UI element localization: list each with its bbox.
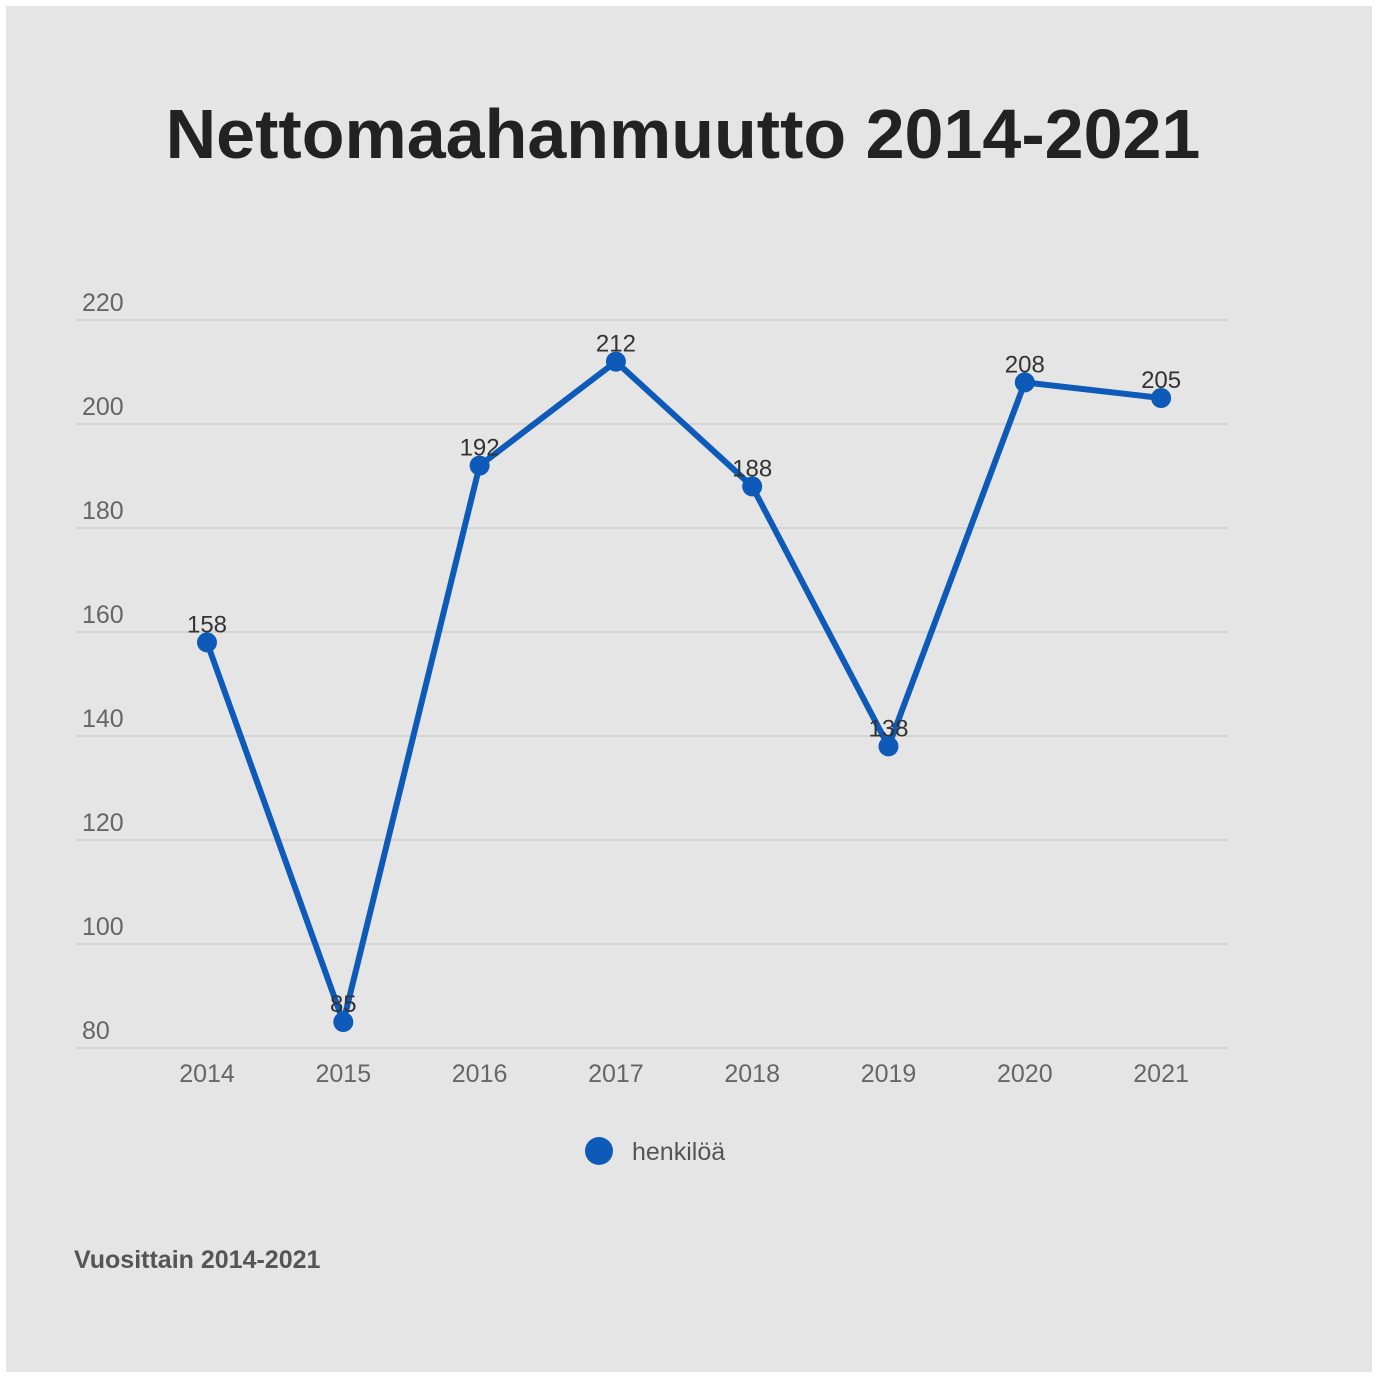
data-label: 138 bbox=[868, 715, 908, 742]
y-tick-label: 220 bbox=[82, 289, 124, 317]
data-label: 208 bbox=[1005, 351, 1045, 378]
data-labels: 158 85 192 212 188 138 208 205 bbox=[187, 331, 1181, 1018]
legend: henkilöä bbox=[585, 1137, 725, 1166]
x-tick-label: 2020 bbox=[997, 1060, 1053, 1088]
data-label: 212 bbox=[596, 331, 636, 358]
chart-title: Nettomaahanmuutto 2014-2021 bbox=[166, 95, 1201, 173]
data-point bbox=[742, 476, 763, 497]
legend-marker bbox=[585, 1137, 613, 1165]
data-point bbox=[878, 736, 899, 757]
x-tick-label: 2016 bbox=[452, 1060, 508, 1088]
line-chart: Nettomaahanmuutto 2014-2021 80 100 120 140 1… bbox=[74, 95, 1228, 1274]
y-tick-label: 80 bbox=[82, 1017, 110, 1045]
y-tick-label: 180 bbox=[82, 497, 124, 525]
chart-footnote: Vuosittain 2014-2021 bbox=[74, 1246, 321, 1274]
data-point bbox=[1151, 388, 1172, 408]
x-tick-label: 2017 bbox=[588, 1060, 644, 1088]
x-axis-tick-labels: 2014 2015 2016 2017 2018 2019 2020 2021 bbox=[179, 1060, 1189, 1088]
data-label: 188 bbox=[732, 455, 772, 482]
y-tick-label: 200 bbox=[82, 393, 124, 421]
x-tick-label: 2014 bbox=[179, 1060, 235, 1088]
chart-card: Nettomaahanmuutto 2014-2021 80 100 120 140 1… bbox=[6, 6, 1372, 1372]
data-point bbox=[1014, 372, 1035, 393]
y-tick-label: 140 bbox=[82, 705, 124, 733]
legend-label: henkilöä bbox=[632, 1138, 725, 1166]
data-label: 205 bbox=[1141, 367, 1181, 394]
x-tick-label: 2021 bbox=[1133, 1060, 1189, 1088]
series-line bbox=[204, 358, 1165, 1025]
data-label: 192 bbox=[460, 435, 500, 462]
y-tick-label: 100 bbox=[82, 913, 124, 941]
x-tick-label: 2019 bbox=[861, 1060, 917, 1088]
data-label: 158 bbox=[187, 611, 227, 638]
y-axis-tick-labels: 80 100 120 140 160 180 200 220 bbox=[82, 289, 124, 1045]
x-tick-label: 2018 bbox=[724, 1060, 780, 1088]
data-point bbox=[469, 455, 490, 476]
y-tick-label: 160 bbox=[82, 601, 124, 629]
data-point bbox=[197, 632, 217, 653]
series-layer bbox=[197, 351, 1172, 1032]
data-label: 85 bbox=[330, 991, 357, 1018]
x-tick-label: 2015 bbox=[315, 1060, 371, 1088]
data-point bbox=[605, 351, 626, 372]
y-tick-label: 120 bbox=[82, 809, 124, 837]
data-point bbox=[333, 1012, 354, 1032]
gridlines bbox=[76, 319, 1228, 1049]
